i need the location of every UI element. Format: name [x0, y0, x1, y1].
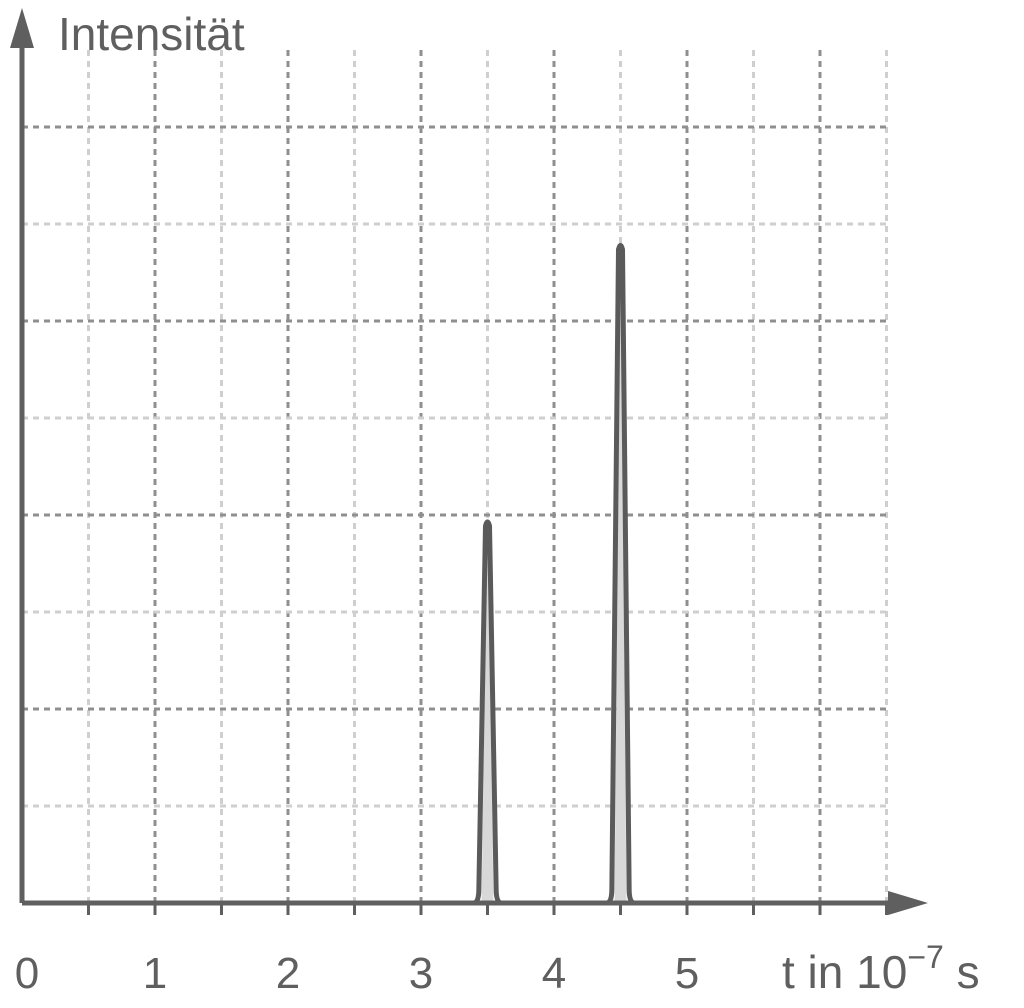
peak-fill	[481, 519, 494, 903]
x-axis-title-prefix: t in 10	[782, 946, 907, 998]
x-tick-label: 1	[143, 949, 167, 998]
x-tick-labels: 0 1 2 3 4 5	[15, 949, 699, 998]
x-axis-title-exponent: −7	[907, 939, 943, 975]
y-axis-arrowhead	[10, 8, 34, 48]
x-tick-label: 0	[15, 949, 39, 998]
x-axis-title: t in 10−7 s	[782, 939, 980, 998]
x-axis-title-suffix: s	[944, 946, 980, 998]
peak-fill	[614, 243, 627, 903]
axes	[10, 8, 928, 915]
y-axis-title: Intensität	[58, 8, 245, 60]
peak-curve	[22, 242, 887, 906]
grid	[22, 50, 888, 903]
x-tick-label: 4	[542, 949, 566, 998]
x-tick-label: 5	[675, 949, 699, 998]
intensity-curve	[22, 242, 887, 906]
x-tick-label: 3	[409, 949, 433, 998]
x-ticks	[87, 902, 888, 915]
x-tick-label: 2	[276, 949, 300, 998]
x-axis-arrowhead	[888, 891, 928, 915]
